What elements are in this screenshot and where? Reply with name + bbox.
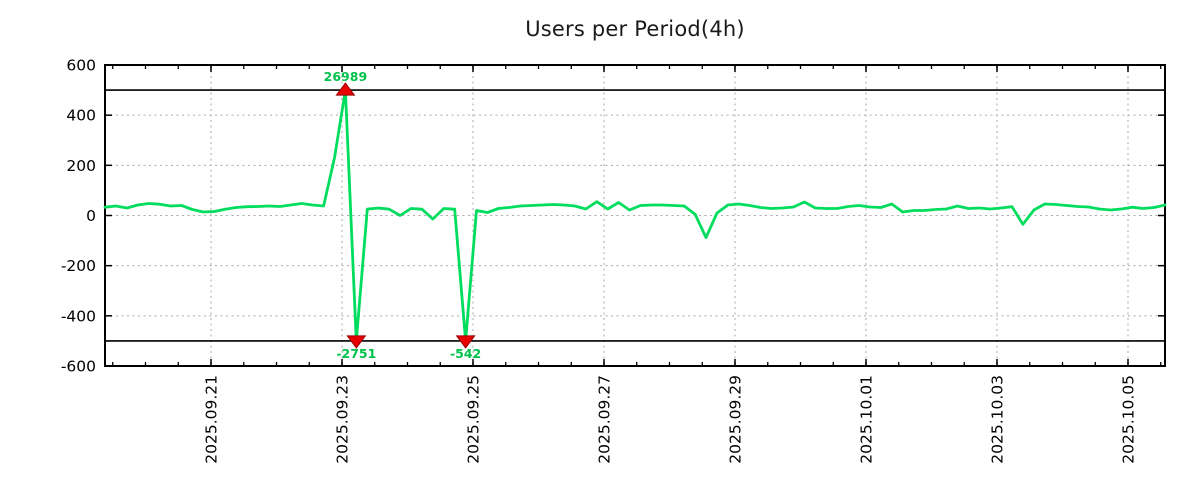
y-tick-label: 0	[86, 207, 96, 225]
annotation-label: 26989	[324, 69, 368, 84]
y-tick-label: -600	[61, 358, 96, 376]
y-tick-label: 400	[66, 107, 96, 125]
x-tick-label: 2025.09.23	[334, 375, 352, 464]
x-tick-label: 2025.10.05	[1120, 375, 1138, 464]
x-tick-label: 2025.09.29	[727, 375, 745, 464]
x-tick-label: 2025.09.27	[596, 375, 614, 464]
y-tick-label: -400	[61, 307, 96, 325]
plot-frame	[104, 64, 1166, 367]
annotation-label: -542	[450, 346, 481, 361]
valley-marker-icon	[346, 335, 367, 349]
chart-title: Users per Period(4h)	[525, 17, 745, 41]
y-tick-label: 200	[66, 157, 96, 175]
y-tick-label: -200	[61, 257, 96, 275]
y-tick-label: 600	[66, 57, 96, 75]
x-tick-label: 2025.10.01	[858, 375, 876, 464]
annotation-label: -2751	[336, 346, 376, 361]
series-line	[103, 88, 1167, 343]
x-tick-label: 2025.09.21	[203, 375, 221, 464]
valley-marker-icon	[455, 335, 476, 349]
x-tick-label: 2025.10.03	[989, 375, 1007, 464]
peak-marker-icon	[335, 82, 356, 96]
x-tick-label: 2025.09.25	[465, 375, 483, 464]
